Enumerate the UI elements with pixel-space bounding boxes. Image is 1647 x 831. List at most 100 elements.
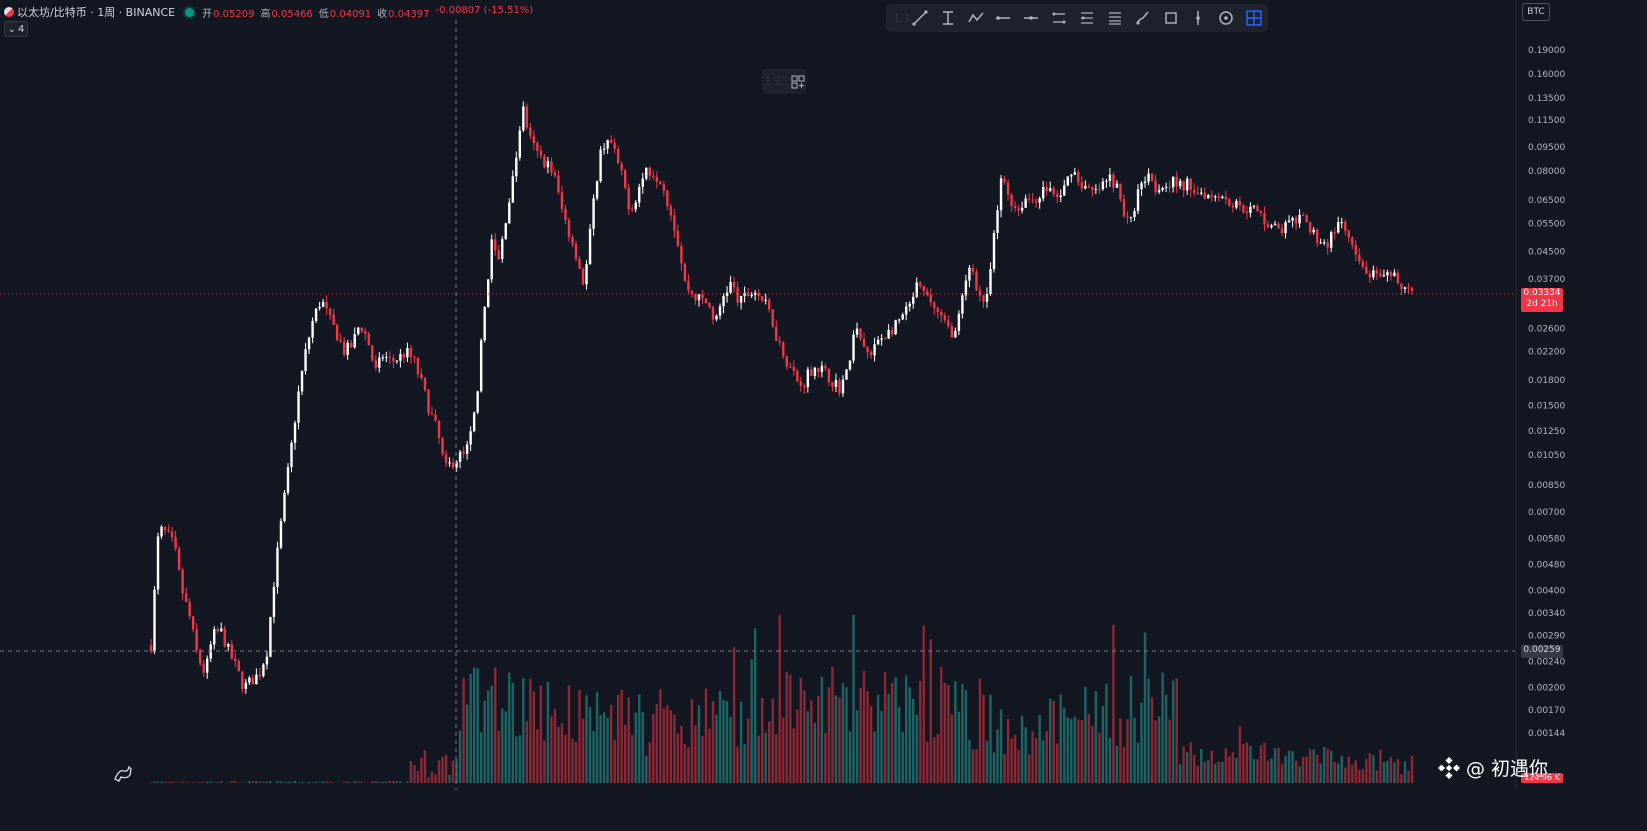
- candle-body: [536, 143, 539, 152]
- candle-body: [1351, 237, 1354, 246]
- candle-body: [971, 267, 975, 272]
- volume-bar: [532, 691, 536, 783]
- candle-body: [1200, 192, 1203, 194]
- volume-bar: [181, 781, 184, 783]
- volume-bar: [1059, 694, 1062, 783]
- volume-bar: [1368, 753, 1372, 783]
- volume-bar: [1207, 760, 1210, 783]
- path-icon[interactable]: [962, 6, 990, 30]
- volume-bar: [1006, 718, 1010, 783]
- candle-body: [897, 319, 901, 321]
- candle-body: [423, 377, 427, 390]
- horizontal-ray-icon[interactable]: [990, 6, 1018, 30]
- candle-body: [1164, 186, 1168, 188]
- candle-body: [1077, 172, 1080, 183]
- volume-bar: [915, 714, 918, 783]
- candle-body: [595, 181, 599, 199]
- candle-body: [964, 280, 968, 296]
- volume-bar: [497, 730, 500, 783]
- candles: [149, 101, 1414, 694]
- candle-body: [799, 381, 803, 386]
- candle-body: [1358, 254, 1361, 262]
- candle-body: [1031, 199, 1034, 201]
- layout-icon[interactable]: [1240, 6, 1268, 30]
- candle-body: [174, 537, 177, 549]
- volume-bar: [1372, 755, 1375, 783]
- circle-icon[interactable]: [1212, 6, 1240, 30]
- candle-body: [887, 329, 890, 339]
- candle-body: [968, 267, 971, 281]
- candle-body: [789, 366, 792, 368]
- volume-bar: [894, 677, 897, 783]
- candle-body: [437, 420, 441, 439]
- cross-line-icon[interactable]: [934, 6, 962, 30]
- candle-body: [1154, 180, 1157, 193]
- volume-bar: [371, 781, 374, 783]
- candle-body: [701, 294, 704, 299]
- volume-bar: [388, 781, 392, 783]
- candle-body: [817, 367, 820, 373]
- volume-bar: [803, 690, 806, 783]
- volume-bar: [1389, 756, 1393, 783]
- volume-bar: [476, 668, 479, 783]
- candle-body: [985, 294, 989, 302]
- candle-body: [1136, 189, 1140, 212]
- candle-body: [824, 365, 827, 369]
- volume-bar: [810, 700, 813, 783]
- drag-handle-icon[interactable]: ⋮⋮: [892, 12, 912, 24]
- volume-bar: [571, 738, 574, 783]
- volume-bar: [536, 729, 539, 783]
- candle-body: [1049, 188, 1052, 192]
- candle-body: [996, 210, 999, 233]
- volume-bar: [1259, 745, 1263, 783]
- fib-retracement-icon[interactable]: [1101, 6, 1129, 30]
- candle-body: [1361, 261, 1365, 267]
- horizontal-line-icon[interactable]: [1017, 6, 1045, 30]
- candle-body: [444, 453, 448, 463]
- candle-body: [557, 175, 560, 193]
- rectangle-icon[interactable]: [1157, 6, 1185, 30]
- volume-bar: [1091, 725, 1094, 783]
- volume-bar: [1270, 758, 1273, 783]
- volume-bar: [655, 704, 659, 783]
- parallel-channel-icon[interactable]: [1045, 6, 1073, 30]
- volume-bar: [346, 781, 349, 783]
- volume-bar: [820, 676, 824, 783]
- candle-body: [1196, 192, 1199, 194]
- volume-bar: [1168, 719, 1171, 783]
- candle-body: [638, 186, 641, 203]
- vertical-line-icon[interactable]: [1184, 6, 1212, 30]
- candle-body: [687, 280, 690, 291]
- chevron-down-icon: ⌄: [7, 23, 16, 35]
- pitchfork-icon[interactable]: [1073, 6, 1101, 30]
- candle-body: [406, 347, 409, 358]
- brush-icon[interactable]: [1129, 6, 1157, 30]
- trend-line-icon[interactable]: [906, 6, 934, 30]
- currency-button[interactable]: BTC: [1522, 3, 1550, 21]
- volume-bar: [876, 694, 880, 783]
- candle-body: [978, 290, 982, 296]
- volume-bar: [567, 685, 571, 783]
- low-label: 低: [318, 8, 329, 20]
- candle-body: [430, 412, 434, 415]
- candle-body: [1386, 272, 1389, 276]
- volume-bar: [1319, 763, 1322, 783]
- candle-body: [206, 658, 209, 673]
- volume-bar: [817, 696, 820, 783]
- volume-bar: [585, 695, 588, 783]
- drag-handle-icon[interactable]: ⋮⋮: [763, 76, 783, 87]
- candle-body: [241, 671, 244, 689]
- candle-body: [1315, 229, 1319, 243]
- symbol-title[interactable]: 以太坊/比特币 · 1周 · BINANCE: [17, 6, 176, 19]
- volume-bar: [1185, 752, 1189, 783]
- indicator-toggle[interactable]: ⌄ 4: [4, 21, 28, 37]
- volume-bar: [374, 781, 378, 783]
- candle-body: [170, 531, 174, 538]
- candle-body: [736, 287, 739, 303]
- volume-bar: [472, 667, 476, 783]
- volume-bar: [701, 735, 704, 783]
- object-tree-icon[interactable]: [791, 75, 805, 89]
- candle-body: [1119, 183, 1122, 200]
- candle-body: [1210, 195, 1213, 197]
